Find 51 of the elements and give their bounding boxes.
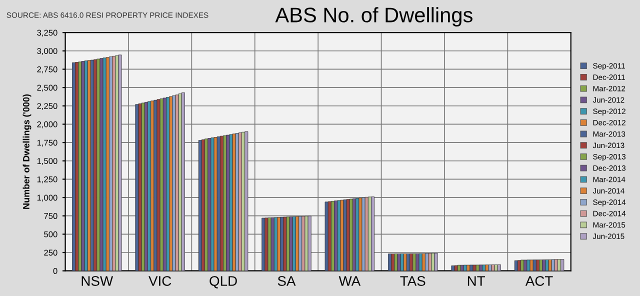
bar <box>178 94 182 271</box>
y-tick-label: 3,000 <box>37 48 58 55</box>
y-tick-label: 1,000 <box>37 194 58 202</box>
bar <box>343 200 347 271</box>
x-tick-label: ACT <box>525 276 553 286</box>
bar <box>560 259 564 271</box>
x-tick-label: NSW <box>82 276 114 286</box>
bar <box>494 264 498 271</box>
y-tick-label: 1,750 <box>37 140 58 147</box>
bar <box>138 103 142 271</box>
bar <box>548 259 552 271</box>
y-tick-label: 1,500 <box>37 158 58 165</box>
y-axis-title: Number of Dwellings ('000) <box>22 94 32 209</box>
x-tick-label: WA <box>338 276 361 286</box>
bar <box>232 134 236 271</box>
bar <box>324 202 328 271</box>
x-tick-label: VIC <box>148 276 172 286</box>
bar <box>362 197 366 271</box>
y-tick-label: 500 <box>44 231 58 238</box>
y-tick-label: 750 <box>44 213 58 219</box>
x-tick-label: NT <box>468 276 486 286</box>
bar <box>156 99 160 271</box>
y-tick-label: 0 <box>53 268 58 274</box>
chart-title: ABS No. of Dwellings <box>275 7 472 27</box>
y-tick-label: 250 <box>44 250 58 256</box>
bar <box>102 58 106 271</box>
y-tick-label: 1,250 <box>37 176 58 184</box>
bar <box>84 60 88 271</box>
bar <box>244 131 248 271</box>
bar <box>472 264 476 271</box>
x-tick-label: SA <box>278 276 296 286</box>
y-tick-label: 3,250 <box>37 30 58 37</box>
y-tick-label: 2,250 <box>37 103 58 110</box>
bar <box>434 252 438 271</box>
x-tick-label: TAS <box>400 276 426 286</box>
y-tick-label: 2,500 <box>37 84 58 92</box>
bar <box>418 253 422 271</box>
x-tick-label: QLD <box>210 276 237 288</box>
bar <box>181 92 185 271</box>
bar <box>497 264 501 271</box>
bar <box>530 260 534 271</box>
bar <box>308 216 312 271</box>
bar <box>118 54 122 271</box>
bar <box>268 218 272 271</box>
bar <box>371 196 375 271</box>
bar <box>289 216 293 271</box>
bar <box>214 137 218 271</box>
y-tick-label: 2,000 <box>37 121 58 128</box>
bar <box>454 265 458 271</box>
bar <box>400 253 404 271</box>
y-tick-label: 2,750 <box>37 66 58 74</box>
